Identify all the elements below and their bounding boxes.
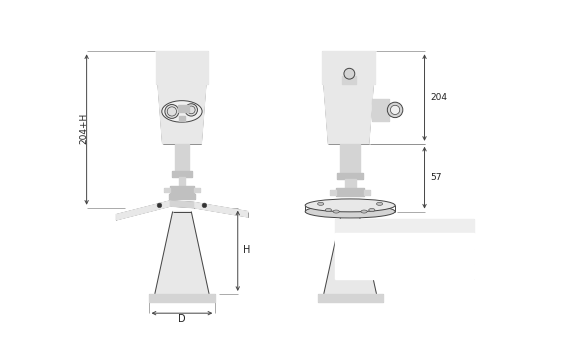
Polygon shape	[175, 144, 189, 171]
Polygon shape	[343, 76, 356, 84]
Text: DN125: DN125	[339, 267, 370, 276]
Polygon shape	[170, 201, 193, 208]
Ellipse shape	[305, 205, 395, 218]
Polygon shape	[335, 233, 474, 249]
Text: 620: 620	[442, 267, 459, 276]
Polygon shape	[116, 201, 170, 220]
Ellipse shape	[361, 210, 367, 213]
Polygon shape	[193, 188, 200, 192]
Polygon shape	[324, 84, 373, 144]
Ellipse shape	[162, 101, 202, 122]
Text: DN80: DN80	[342, 236, 368, 245]
Polygon shape	[170, 186, 193, 194]
Polygon shape	[179, 116, 185, 121]
Text: 204: 204	[431, 93, 448, 102]
Polygon shape	[178, 105, 189, 112]
Polygon shape	[364, 190, 370, 195]
Text: D: D	[178, 313, 185, 324]
Circle shape	[390, 105, 400, 115]
Polygon shape	[322, 51, 375, 84]
Polygon shape	[372, 99, 389, 121]
Ellipse shape	[369, 209, 375, 211]
Text: 227: 227	[442, 236, 459, 245]
Ellipse shape	[325, 209, 332, 211]
Circle shape	[202, 203, 207, 208]
Ellipse shape	[377, 202, 383, 205]
Polygon shape	[337, 173, 363, 179]
Text: 204+H: 204+H	[80, 113, 89, 145]
Polygon shape	[340, 144, 360, 173]
Ellipse shape	[318, 202, 324, 205]
Polygon shape	[179, 177, 185, 186]
Polygon shape	[324, 216, 377, 294]
Polygon shape	[335, 264, 474, 279]
Polygon shape	[330, 190, 336, 195]
Polygon shape	[335, 249, 474, 264]
Text: 喇叭口高度H: 喇叭口高度H	[436, 222, 465, 231]
Polygon shape	[336, 189, 364, 196]
Text: 喇叭口直径D: 喇叭口直径D	[386, 222, 416, 231]
Text: Φ121: Φ121	[389, 267, 413, 276]
Polygon shape	[172, 171, 192, 177]
Text: DN100: DN100	[339, 252, 370, 261]
Polygon shape	[193, 202, 248, 217]
Polygon shape	[169, 194, 195, 199]
Circle shape	[165, 104, 179, 118]
Text: Φ96: Φ96	[392, 252, 410, 261]
Polygon shape	[164, 188, 170, 192]
Circle shape	[157, 203, 162, 208]
Text: 57: 57	[431, 173, 442, 182]
Ellipse shape	[333, 210, 339, 213]
Polygon shape	[155, 211, 209, 294]
Polygon shape	[345, 179, 356, 189]
Ellipse shape	[305, 199, 395, 212]
Polygon shape	[335, 219, 474, 233]
Text: H: H	[243, 245, 250, 255]
Polygon shape	[318, 294, 383, 302]
Polygon shape	[156, 51, 208, 84]
Circle shape	[185, 104, 197, 116]
Polygon shape	[149, 294, 215, 302]
Text: 288: 288	[442, 252, 459, 261]
Text: 法兰: 法兰	[350, 222, 360, 231]
Polygon shape	[158, 84, 206, 144]
Circle shape	[344, 68, 355, 79]
Circle shape	[387, 102, 403, 118]
Text: Φ76: Φ76	[392, 236, 410, 245]
